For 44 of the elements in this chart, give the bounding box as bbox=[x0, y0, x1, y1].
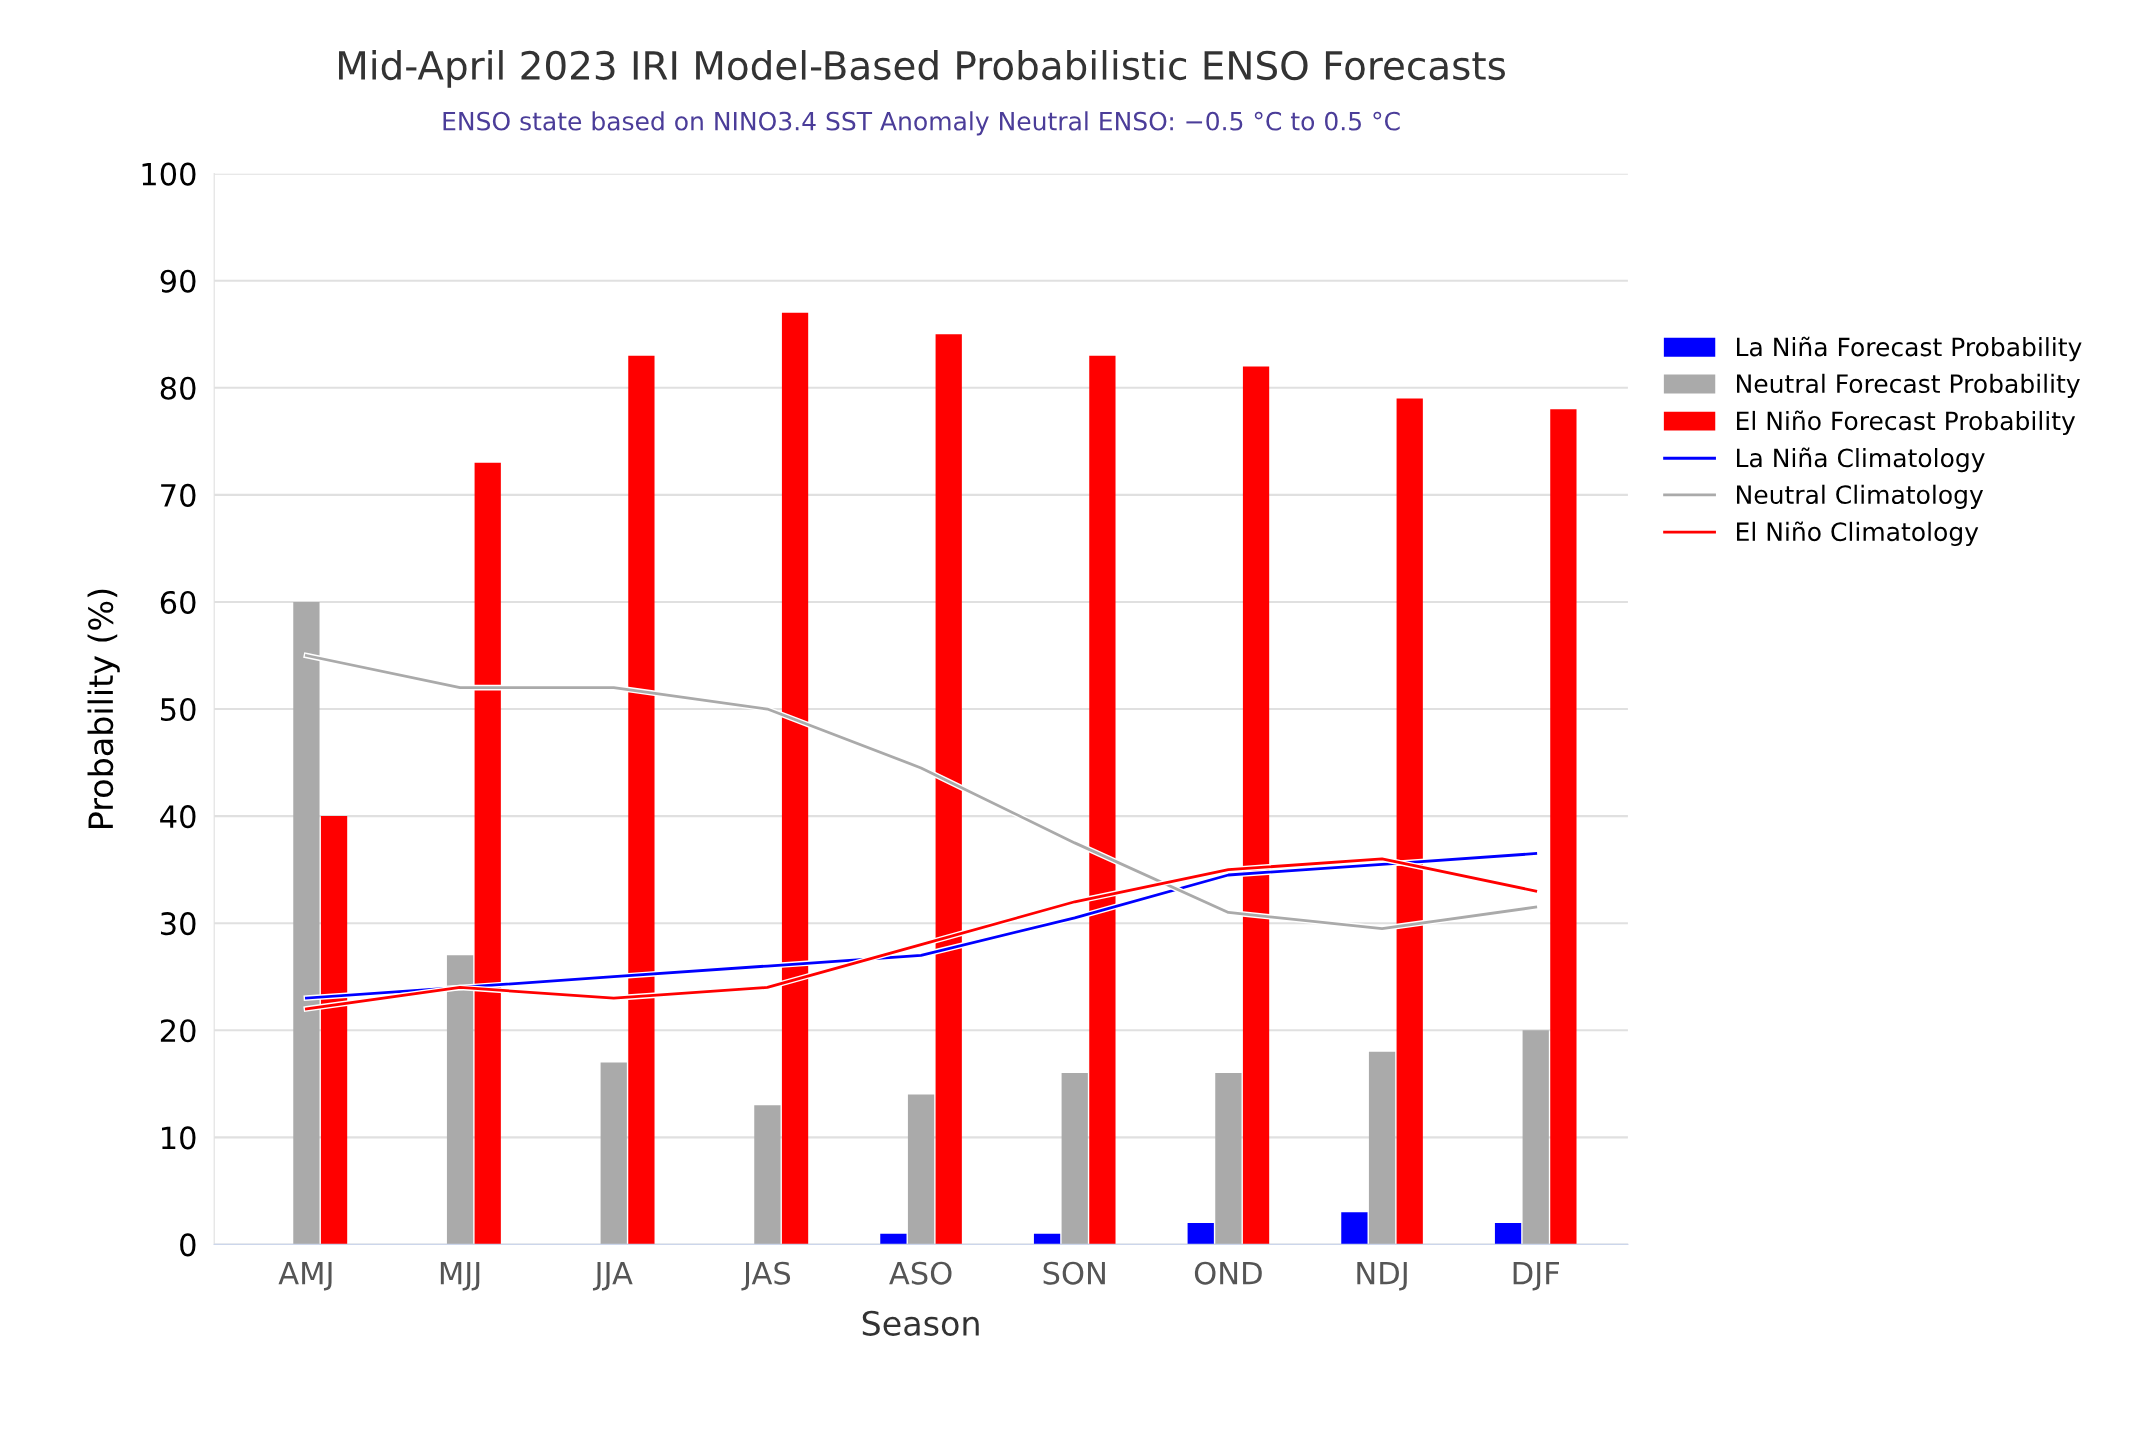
y-axis-title: Probability (%) bbox=[87, 589, 120, 828]
legend-label: Neutral Climatology bbox=[1737, 484, 1984, 509]
legend-label: La Niña Climatology bbox=[1737, 447, 1985, 473]
y-tick-label: 60 bbox=[160, 590, 196, 614]
bar bbox=[600, 1062, 627, 1245]
chart-title: Mid-April 2023 IRI Model-Based Probabilistic ENSO Forecasts bbox=[339, 50, 1505, 88]
bar bbox=[1368, 1051, 1396, 1245]
legend-label: El Niño Forecast Probability bbox=[1737, 410, 2076, 436]
legend-label: La Niña Forecast Probability bbox=[1737, 336, 2082, 362]
x-tick-label: SON bbox=[1043, 1261, 1105, 1285]
bar bbox=[907, 1094, 935, 1245]
y-tick-label: 50 bbox=[161, 697, 196, 722]
x-tick-label: JJA bbox=[592, 1262, 633, 1291]
y-tick-label: 30 bbox=[160, 912, 196, 936]
y-tick-label: 80 bbox=[160, 376, 196, 400]
y-tick-label: 100 bbox=[142, 162, 196, 186]
bar bbox=[1494, 1223, 1522, 1245]
bar bbox=[880, 1233, 907, 1245]
y-tick-label: 70 bbox=[161, 483, 196, 507]
x-tick-label: NDJ bbox=[1357, 1262, 1407, 1291]
x-tick-label: OND bbox=[1194, 1261, 1262, 1285]
x-tick-label: JAS bbox=[741, 1261, 791, 1291]
x-tick-label: MJJ bbox=[440, 1262, 480, 1291]
legend-label: Neutral Forecast Probability bbox=[1737, 373, 2080, 398]
y-tick-label: 20 bbox=[160, 1019, 196, 1043]
y-tick-label: 10 bbox=[162, 1126, 196, 1150]
chart-subtitle: ENSO state based on NINO3.4 SST Anomaly Neutral ENSO: −0.5 °C to 0.5 °C bbox=[443, 111, 1400, 136]
y-tick-label: 40 bbox=[160, 805, 196, 829]
bar bbox=[1215, 1073, 1242, 1245]
x-axis-title: Season bbox=[862, 1310, 979, 1336]
x-tick-label: DJF bbox=[1513, 1262, 1559, 1291]
y-tick-label: 90 bbox=[160, 269, 196, 293]
x-tick-label: ASO bbox=[889, 1261, 952, 1285]
x-tick-label: AMJ bbox=[278, 1262, 332, 1291]
bar bbox=[1522, 1030, 1549, 1245]
bar bbox=[1187, 1223, 1214, 1245]
bar bbox=[1061, 1073, 1088, 1245]
bar bbox=[754, 1105, 781, 1245]
y-tick-label: 0 bbox=[180, 1233, 196, 1257]
bar bbox=[1341, 1212, 1368, 1245]
legend-label: El Niño Climatology bbox=[1737, 521, 1979, 547]
bar bbox=[1033, 1233, 1061, 1245]
bar bbox=[1550, 409, 1577, 1245]
bar bbox=[446, 955, 474, 1245]
